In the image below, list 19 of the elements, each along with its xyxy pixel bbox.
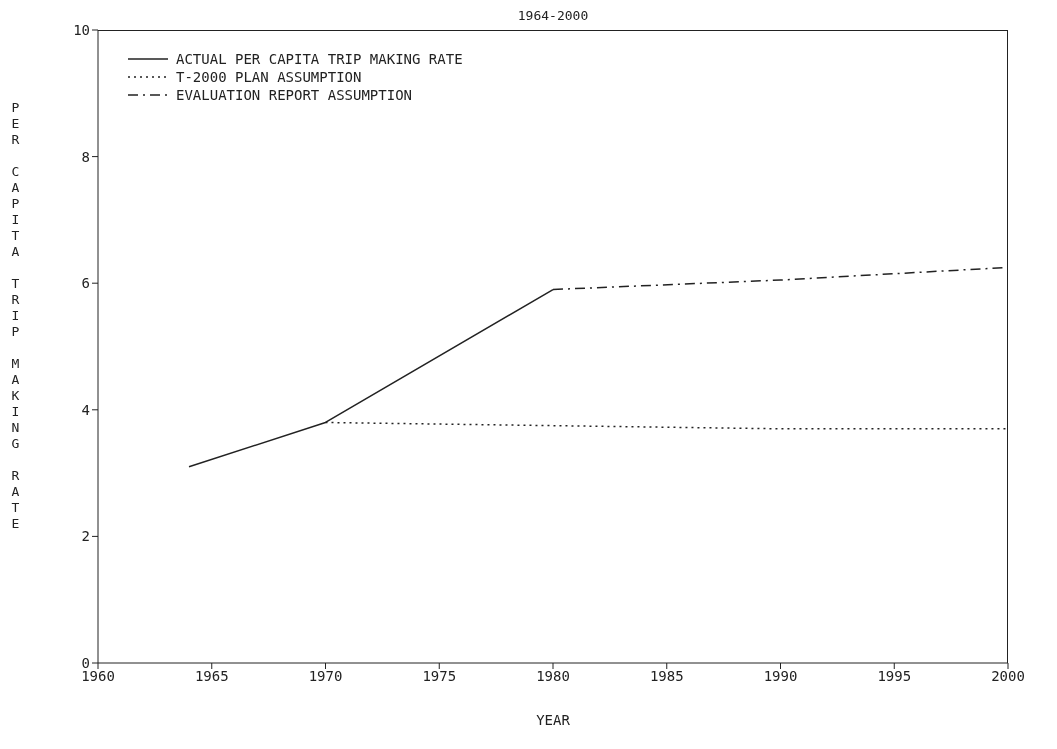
x-tick-label: 1990 xyxy=(763,667,798,684)
x-tick-label: 1995 xyxy=(877,667,912,684)
x-tick-label: 1970 xyxy=(308,667,343,684)
chart-title: 1964-2000 xyxy=(516,8,590,23)
x-tick-label: 1980 xyxy=(536,667,570,684)
y-tick-label: 10 xyxy=(73,21,90,38)
x-tick-label: 1965 xyxy=(194,667,229,684)
x-tick-label: 1975 xyxy=(422,667,457,684)
y-tick-label: 8 xyxy=(81,148,90,165)
y-axis-title: PER CAPITA TRIP MAKING RATE xyxy=(8,100,23,534)
legend-label: T-2000 PLAN ASSUMPTION xyxy=(176,68,362,86)
y-tick-label: 6 xyxy=(81,275,90,292)
x-axis-title: YEAR xyxy=(536,712,571,728)
legend-label: EVALUATION REPORT ASSUMPTION xyxy=(176,86,413,104)
x-tick-label: 2000 xyxy=(991,667,1025,684)
legend-label: ACTUAL PER CAPITA TRIP MAKING RATE xyxy=(176,50,463,68)
x-tick-label: 1985 xyxy=(649,667,684,684)
y-tick-label: 2 xyxy=(81,528,90,545)
y-tick-label: 4 xyxy=(81,401,90,418)
